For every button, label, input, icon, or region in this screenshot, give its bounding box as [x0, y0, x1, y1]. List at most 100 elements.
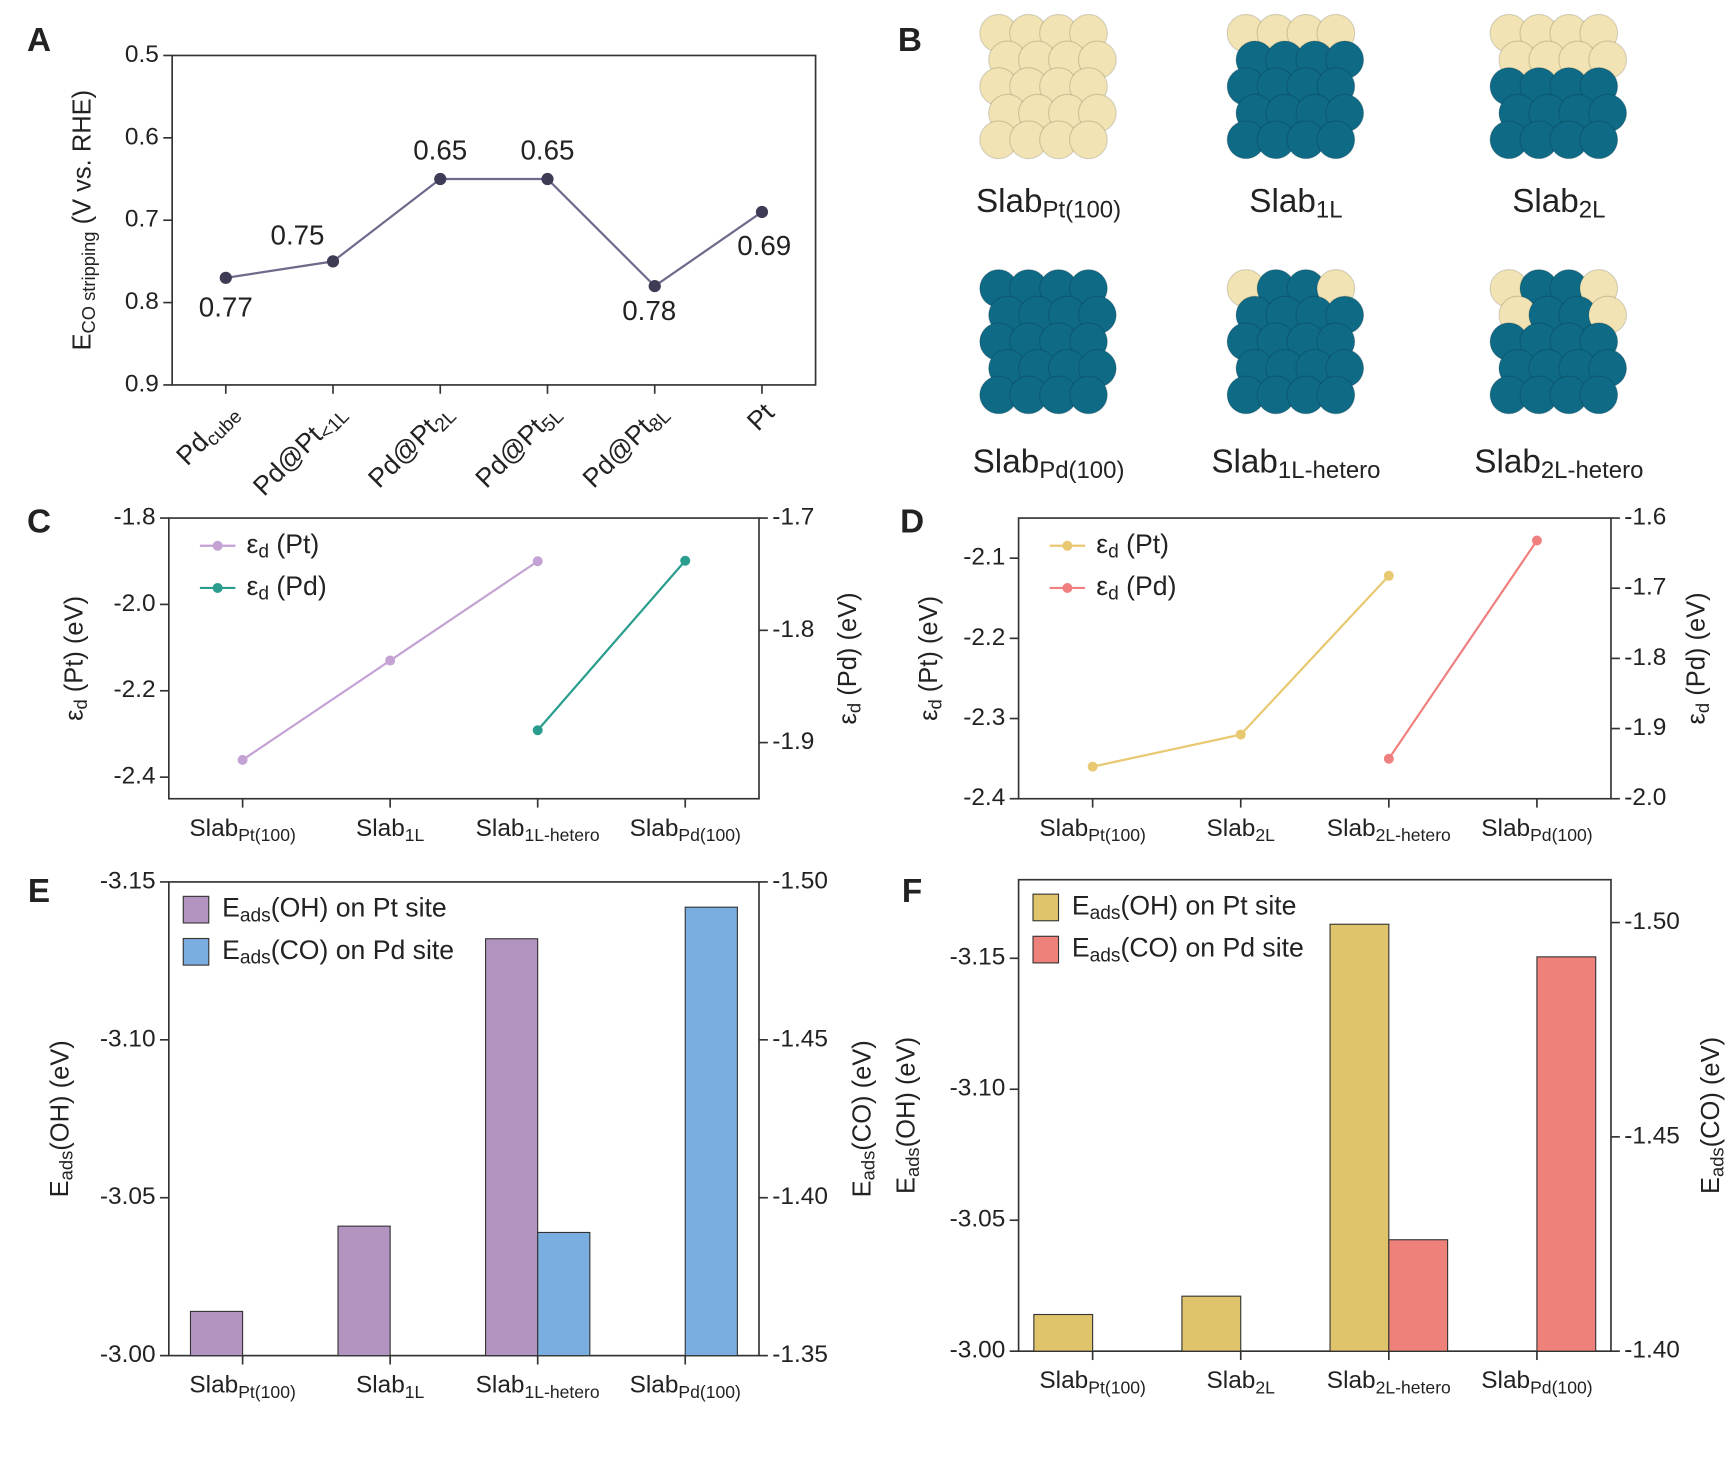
data-label: 0.65	[413, 135, 467, 166]
y2-tick-label: -1.50	[1624, 908, 1680, 935]
structure-label: SlabPd(100)	[973, 444, 1125, 485]
legend-label: εd (Pt)	[1096, 529, 1169, 563]
panel-label: D	[900, 503, 924, 540]
y-tick-label: 0.7	[125, 206, 159, 233]
structure-label-part: Slab	[1211, 444, 1278, 481]
legend-label-part: d	[1108, 542, 1119, 563]
bar	[337, 1225, 391, 1357]
x-tick-label-part: 1L-hetero	[525, 825, 600, 845]
y-axis-label-part: ε	[60, 710, 88, 721]
panel-label: B	[898, 22, 922, 59]
x-tick-label-part: Slab	[189, 1372, 238, 1399]
x-tick-label-part: Pt(100)	[1088, 1377, 1146, 1397]
x-tick-label-part: Slab	[356, 815, 405, 842]
x-tick-label-part: Pd@Pt	[469, 412, 551, 494]
structure-label-part: 1L-hetero	[1278, 457, 1381, 484]
x-tick-label-part: Slab	[356, 1372, 405, 1399]
slab-model	[979, 13, 1117, 160]
x-tick-label: Pd@Pt2L	[362, 397, 461, 496]
legend-label-part: ε	[1096, 529, 1108, 559]
x-tick-label-part: 2L	[1255, 1377, 1275, 1397]
y-axis-label: Eads(OH) (eV)	[46, 1040, 77, 1197]
y-tick-label: -2.0	[113, 590, 155, 617]
x-tick-label-part: 2L-hetero	[1376, 825, 1451, 845]
x-tick-label-part: Slab	[1327, 1368, 1376, 1395]
point	[434, 172, 447, 186]
legend-label-part: ads	[1090, 945, 1121, 966]
data-label: 0.65	[521, 135, 575, 166]
x-tick-label-part: 1L-hetero	[525, 1381, 600, 1401]
y-axis-label: Eads(OH) (eV)	[892, 1037, 923, 1194]
x-tick-label-part: Pd@Pt	[247, 420, 329, 502]
bar	[1536, 956, 1597, 1352]
panel-label: A	[27, 22, 51, 59]
point	[219, 271, 232, 284]
y-tick-label: -3.15	[100, 867, 156, 894]
y-tick-label: -2.1	[963, 544, 1005, 571]
atom	[1579, 375, 1619, 415]
legend-label: εd (Pd)	[246, 571, 326, 605]
plot-frame	[168, 881, 760, 1357]
x-tick-label: SlabPt(100)	[1039, 815, 1145, 844]
point	[385, 655, 396, 666]
y-tick-label: -3.15	[950, 944, 1006, 971]
point	[532, 725, 543, 736]
structure-label-part: Pt(100)	[1043, 197, 1122, 224]
legend-label-part: ads	[240, 948, 271, 969]
y2-axis-label-part: ε	[1682, 713, 1710, 724]
y2-axis-label-part: E	[848, 1180, 876, 1197]
structure-label-part: Slab	[1512, 183, 1579, 220]
legend-label-part: (Pd)	[269, 571, 327, 601]
legend-label-part: ε	[1096, 571, 1108, 601]
y-axis-label-part: (OH) (eV)	[46, 1040, 74, 1151]
y2-tick-label: -1.40	[1624, 1337, 1680, 1364]
legend-marker	[212, 540, 223, 551]
x-tick-label-part: Slab	[630, 815, 679, 842]
legend-label-part: (Pd)	[1119, 571, 1177, 601]
legend-label-part: ε	[246, 571, 258, 601]
x-tick-label-part: Pd(100)	[678, 1381, 740, 1401]
atom	[1579, 120, 1619, 160]
bar	[1181, 1295, 1242, 1352]
y2-axis-label-part: ads	[858, 1151, 879, 1181]
bar	[537, 1231, 591, 1357]
x-tick-label: Slab1L	[356, 815, 425, 844]
y2-axis-label-part: E	[1697, 1177, 1725, 1194]
y-axis-label: εd (Pt) (eV)	[60, 596, 91, 721]
x-tick-label-part: Slab	[1481, 1368, 1530, 1395]
plot-frame	[168, 517, 760, 800]
structure-label: Slab1L-hetero	[1211, 444, 1380, 485]
y-tick-label: -2.4	[113, 763, 155, 790]
y2-tick-label: -1.7	[1624, 574, 1666, 601]
structure-label: Slab2L-hetero	[1474, 444, 1643, 485]
x-tick-label: SlabPt(100)	[189, 1372, 295, 1401]
point	[680, 555, 691, 566]
x-tick-label-part: Slab	[1481, 815, 1530, 842]
y2-axis-label-part: (Pd) (eV)	[834, 592, 862, 703]
structure-label-part: 2L	[1579, 197, 1606, 224]
legend-label-part: d	[258, 542, 269, 563]
y-axis-label-part: (Pt) (eV)	[915, 596, 943, 699]
x-tick-label-part: Pd(100)	[1530, 1377, 1592, 1397]
legend-label-part: E	[222, 935, 240, 965]
legend-label: εd (Pd)	[1096, 571, 1176, 605]
legend-label-part: (Pt)	[1119, 529, 1169, 559]
y2-tick-label: -1.9	[772, 728, 814, 755]
x-tick-label-part: Pt(100)	[238, 825, 296, 845]
structure-label: Slab1L	[1249, 183, 1342, 224]
y2-tick-label: -1.35	[772, 1341, 828, 1368]
y-tick-label: 0.9	[125, 370, 159, 397]
y-tick-label: -2.4	[963, 784, 1005, 811]
point	[1531, 535, 1542, 546]
y-axis-label-part: CO stripping	[78, 232, 99, 334]
data-label: 0.78	[622, 295, 676, 326]
legend-marker	[212, 582, 223, 593]
x-tick-label: Slab2L-hetero	[1327, 1368, 1451, 1397]
x-tick-label-part: Slab	[1327, 815, 1376, 842]
structure-label-part: Slab	[976, 183, 1043, 220]
y-tick-label: 0.8	[125, 288, 159, 315]
data-label: 0.77	[199, 291, 253, 322]
point	[755, 205, 769, 219]
x-tick-label-part: Pt(100)	[1088, 825, 1146, 845]
x-tick-label-part: 1L	[405, 825, 425, 845]
